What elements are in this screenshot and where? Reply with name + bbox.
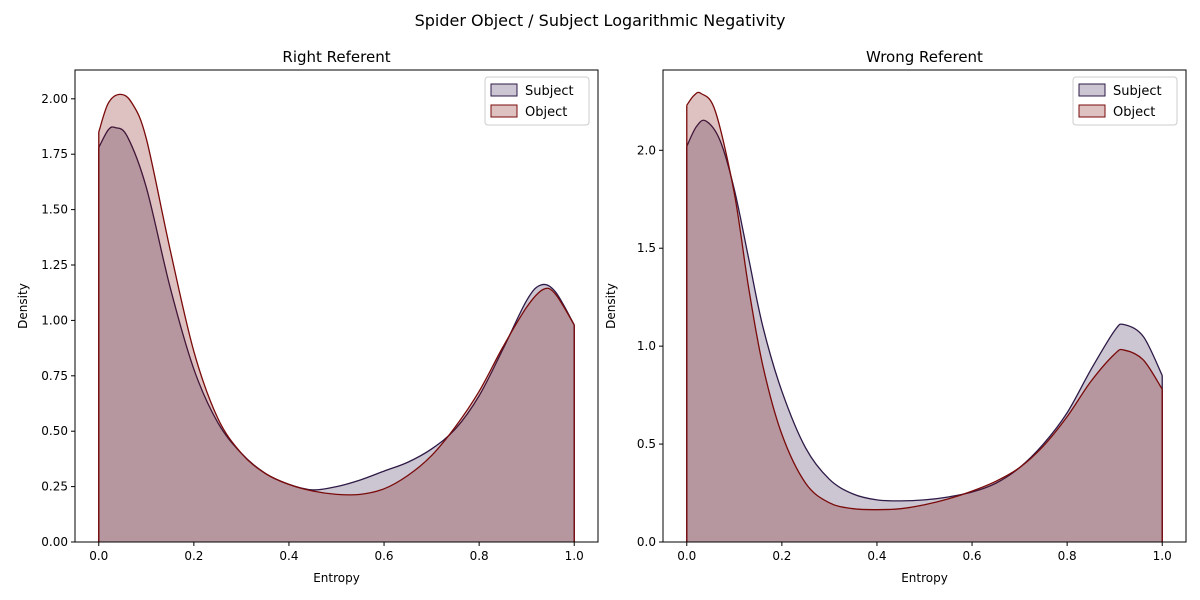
legend-box (1072, 76, 1178, 126)
legend-swatch-subject (1078, 83, 1106, 97)
y-tick-label: 0.0 (637, 535, 656, 549)
legend-label-object: Object (525, 105, 567, 120)
panel-wrong-referent: 0.0 0.2 0.4 0.6 0.8 1.0 0.0 0.5 1.0 1.5 2.0 Wrong R… (604, 48, 1187, 585)
x-tick-label: 0.6 (374, 549, 393, 563)
y-tick-label: 1.75 (41, 147, 68, 161)
x-axis-label: Entropy (313, 571, 360, 585)
y-tick-label: 1.25 (41, 258, 68, 272)
subject-density-line (686, 119, 1163, 502)
x-tick-label: 1.0 (565, 549, 584, 563)
x-tick-label: 0.2 (184, 549, 203, 563)
x-tick-label: 0.4 (867, 549, 886, 563)
object-density-line (686, 91, 1163, 511)
legend: Subject Object (484, 76, 590, 126)
x-tick-label: 1.0 (1153, 549, 1172, 563)
legend-label-subject: Subject (1113, 84, 1162, 99)
x-tick-label: 0.6 (962, 549, 981, 563)
x-tick-label: 0.0 (677, 549, 696, 563)
figure-title: Spider Object / Subject Logarithmic Nega… (415, 11, 786, 30)
subject-area (98, 126, 575, 542)
legend-label-object: Object (1113, 105, 1155, 120)
y-tick-label: 1.5 (637, 241, 656, 255)
y-tick-label: 2.00 (41, 92, 68, 106)
y-tick-label: 0.00 (41, 535, 68, 549)
x-tick-label: 0.0 (89, 549, 108, 563)
subject-area (686, 120, 1163, 543)
subject-density-line (98, 126, 575, 491)
y-tick-label: 2.0 (637, 143, 656, 157)
y-axis-label: Density (16, 283, 30, 329)
object-density-line (98, 93, 575, 496)
panel-title: Wrong Referent (866, 48, 983, 66)
legend-box (484, 76, 590, 126)
panel-right-referent: 0.0 0.2 0.4 0.6 0.8 1.0 0.00 0.25 0.50 0.75 1.00 1.… (16, 48, 599, 585)
x-tick-label: 0.8 (470, 549, 489, 563)
y-axis-label: Density (604, 283, 618, 329)
x-tick-label: 0.4 (279, 549, 298, 563)
y-tick-label: 0.75 (41, 369, 68, 383)
y-tick-label: 1.00 (41, 313, 68, 327)
axes-frame (662, 69, 1187, 543)
x-tick-label: 0.2 (772, 549, 791, 563)
y-tick-label: 0.5 (637, 437, 656, 451)
object-area (98, 94, 575, 543)
object-area (686, 92, 1163, 542)
x-tick-label: 0.8 (1058, 549, 1077, 563)
axes-frame (74, 69, 599, 543)
y-tick-label: 0.25 (41, 480, 68, 494)
legend: Subject Object (1072, 76, 1178, 126)
y-tick-label: 1.0 (637, 339, 656, 353)
legend-label-subject: Subject (525, 84, 574, 99)
legend-swatch-subject (490, 83, 518, 97)
x-axis-label: Entropy (901, 571, 948, 585)
y-tick-label: 1.50 (41, 203, 68, 217)
legend-swatch-object (490, 104, 518, 118)
legend-swatch-object (1078, 104, 1106, 118)
y-tick-label: 0.50 (41, 424, 68, 438)
panel-title: Right Referent (282, 48, 390, 66)
